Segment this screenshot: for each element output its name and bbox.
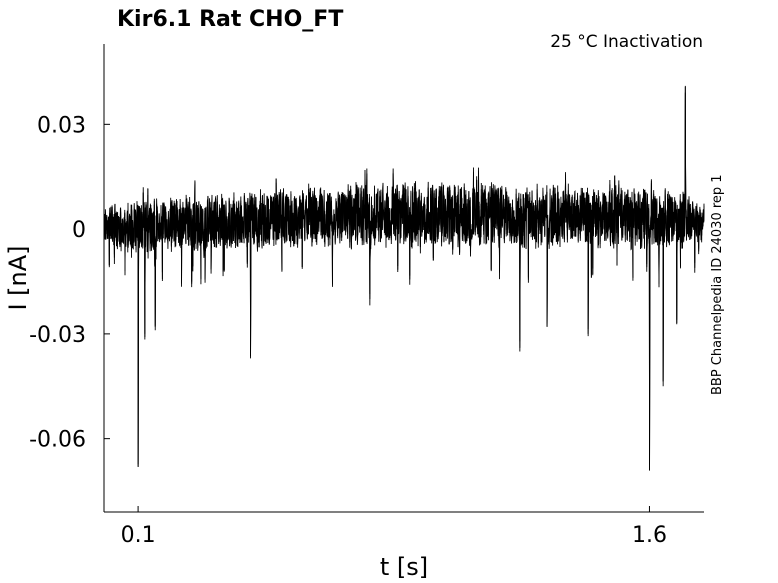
- y-tick-label: 0: [72, 218, 86, 243]
- chart-subtitle: 25 °C Inactivation: [550, 32, 703, 52]
- trace-layer: [103, 85, 705, 471]
- y-tick-label: 0.03: [37, 113, 86, 138]
- y-tick-label: -0.06: [29, 428, 86, 453]
- side-label: BBP Channelpedia ID 24030 rep 1: [710, 174, 725, 395]
- current-trace-line: [103, 85, 705, 471]
- current-trace-line: [103, 86, 705, 471]
- current-trace-line: [103, 92, 705, 465]
- y-axis-label: I [nA]: [4, 245, 32, 310]
- x-axis-label: t [s]: [380, 553, 428, 581]
- x-tick-label: 1.6: [632, 523, 667, 548]
- y-tick-label: -0.03: [29, 323, 86, 348]
- y-ticks: -0.06 -0.03 0 0.03: [29, 113, 110, 453]
- chart-title: Kir6.1 Rat CHO_FT: [117, 7, 343, 32]
- x-tick-label: 0.1: [121, 523, 156, 548]
- x-ticks: 0.1 1.6: [121, 506, 667, 548]
